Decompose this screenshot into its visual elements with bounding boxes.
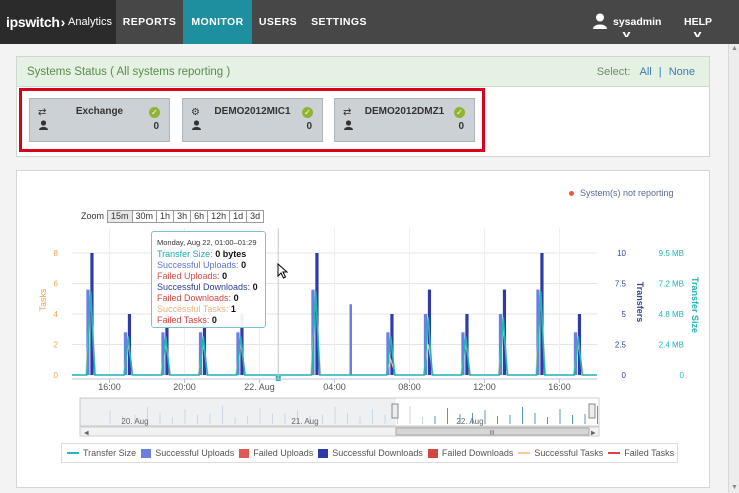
system-count: 0 (458, 121, 464, 132)
system-card-demo2012mic1[interactable]: ⚙ DEMO2012MIC1 ✓ 0 (182, 98, 323, 142)
user-icon (593, 13, 607, 29)
tooltip-successful-downloads: Successful Downloads: 0 (157, 282, 258, 292)
legend-label: Transfer Size (83, 448, 137, 458)
zoom-15m[interactable]: 15m (107, 209, 133, 223)
legend-swatch (239, 448, 250, 458)
legend-item-successful-uploads[interactable]: Successful Uploads (141, 448, 234, 458)
legend-swatch (518, 452, 531, 454)
brand-logo[interactable]: ipswitch › Analytics (0, 0, 116, 44)
chart-legend: Transfer Size Successful Uploads Failed Up… (61, 443, 678, 463)
help-menu[interactable]: HELP v (676, 0, 726, 44)
page-scrollbar[interactable]: ▲ ▼ (728, 44, 739, 493)
selection-highlight (19, 88, 485, 152)
top-nav: ipswitch › Analytics REPORTS MONITOR USE… (0, 0, 739, 44)
legend-item-transfer-size[interactable]: Transfer Size (67, 448, 136, 458)
user-name: sysadmin (613, 16, 662, 28)
legend-swatch (141, 448, 152, 458)
tooltip-failed-downloads: Failed Downloads: 0 (157, 293, 239, 303)
not-reporting-dot-icon (569, 191, 574, 196)
system-name: DEMO2012DMZ1 (364, 106, 445, 117)
legend-item-successful-downloads[interactable]: Successful Downloads (318, 448, 423, 458)
legend-item-failed-downloads[interactable]: Failed Downloads (427, 448, 514, 458)
nav-users[interactable]: USERS (258, 16, 298, 28)
zoom-controls: Zoom 15m 30m 1h 3h 6h 12h 1d 3d (81, 209, 265, 223)
tooltip-transfer-size: Transfer Size: 0 bytes (157, 249, 247, 259)
brand-chevron-icon: › (60, 14, 66, 30)
mouse-cursor-icon (277, 263, 289, 279)
legend-label: Successful Tasks (534, 448, 604, 458)
nav-monitor[interactable]: MONITOR (183, 0, 252, 44)
zoom-6h[interactable]: 6h (190, 209, 209, 223)
tooltip-successful-uploads: Successful Uploads: 0 (157, 260, 247, 270)
legend-label: Successful Uploads (155, 448, 235, 458)
chevron-down-icon: v (622, 29, 631, 39)
user-icon (192, 120, 201, 130)
tooltip-header: Monday, Aug 22, 01:00–01:29 (157, 238, 257, 247)
check-icon: ✓ (454, 107, 465, 118)
gears-icon: ⚙ (191, 107, 200, 118)
brand-product: Analytics (67, 16, 113, 28)
legend-label: Failed Downloads (441, 448, 514, 458)
zoom-12h[interactable]: 12h (207, 209, 231, 223)
check-icon: ✓ (149, 107, 160, 118)
system-name: Exchange (75, 106, 124, 117)
not-reporting-label: System(s) not reporting (580, 188, 674, 198)
legend-item-failed-uploads[interactable]: Failed Uploads (239, 448, 313, 458)
nav-reports[interactable]: REPORTS (122, 16, 177, 28)
zoom-1h[interactable]: 1h (156, 209, 175, 223)
legend-swatch (67, 452, 79, 454)
scroll-down-icon[interactable]: ▼ (731, 484, 738, 491)
systems-status-title: Systems Status ( All systems reporting ) (27, 66, 231, 78)
user-icon (39, 120, 48, 130)
nav-settings[interactable]: SETTINGS (311, 16, 367, 28)
system-count: 0 (306, 121, 312, 132)
system-name: DEMO2012MIC1 (214, 106, 291, 117)
zoom-1d[interactable]: 1d (229, 209, 248, 223)
select-controls: Select: All | None (597, 66, 695, 78)
legend-label: Successful Downloads (332, 448, 423, 458)
select-separator: | (658, 66, 662, 78)
chart-tooltip: Monday, Aug 22, 01:00–01:29 Transfer Siz… (151, 231, 266, 328)
brand-name: ipswitch (6, 14, 60, 30)
zoom-3d[interactable]: 3d (246, 209, 265, 223)
legend-swatch (318, 448, 329, 458)
system-card-demo2012dmz1[interactable]: ⇄ DEMO2012DMZ1 ✓ 0 (334, 98, 475, 142)
transfer-arrows-icon: ⇄ (38, 107, 47, 118)
legend-label: Failed Tasks (624, 448, 675, 458)
chevron-down-icon: v (693, 29, 702, 39)
zoom-30m[interactable]: 30m (131, 209, 158, 223)
select-all-link[interactable]: All (639, 66, 652, 78)
scroll-up-icon[interactable]: ▲ (731, 45, 738, 52)
legend-label: Failed Uploads (253, 448, 314, 458)
tooltip-failed-uploads: Failed Uploads: 0 (157, 271, 228, 281)
select-none-link[interactable]: None (668, 66, 695, 78)
systems-status-header: Systems Status ( All systems reporting )… (17, 57, 709, 87)
transfer-arrows-icon: ⇄ (343, 107, 352, 118)
legend-swatch (608, 452, 621, 454)
check-icon: ✓ (302, 107, 313, 118)
legend-item-successful-tasks[interactable]: Successful Tasks (518, 448, 603, 458)
help-label: HELP (684, 16, 713, 28)
legend-item-failed-tasks[interactable]: Failed Tasks (608, 448, 674, 458)
system-card-exchange[interactable]: ⇄ Exchange ✓ 0 (29, 98, 170, 142)
select-label: Select: (596, 66, 631, 78)
zoom-label: Zoom (81, 211, 105, 221)
system-count: 0 (153, 121, 159, 132)
tooltip-failed-tasks: Failed Tasks: 0 (157, 315, 217, 325)
tooltip-successful-tasks: Successful Tasks: 1 (157, 304, 236, 314)
legend-swatch (427, 448, 438, 458)
zoom-3h[interactable]: 3h (173, 209, 192, 223)
user-icon (344, 120, 353, 130)
user-menu[interactable]: sysadmin v (588, 0, 668, 44)
